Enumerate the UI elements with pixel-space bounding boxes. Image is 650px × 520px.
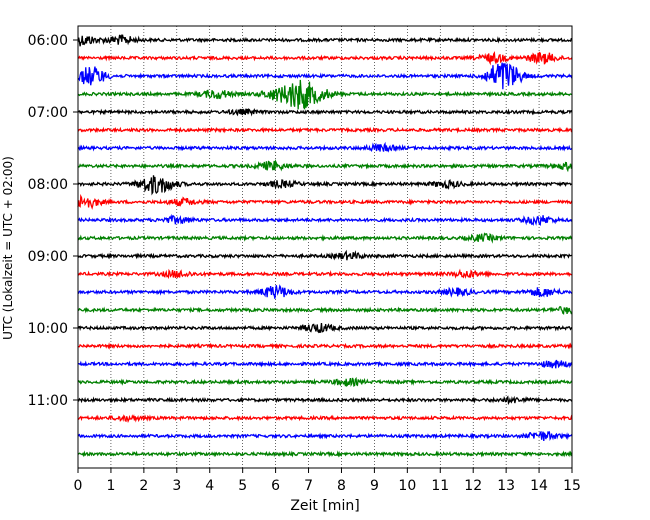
trace-0930 — [77, 284, 573, 299]
x-tick-label: 6 — [271, 478, 280, 494]
trace-1145 — [77, 450, 573, 458]
y-axis-ticks: 06:00 07:00 08:00 09:00 10:00 11:00 — [28, 33, 78, 409]
trace-1030 — [77, 359, 573, 369]
trace-0800 — [77, 175, 573, 196]
trace-1000 — [77, 322, 573, 334]
trace-0815 — [77, 193, 573, 210]
x-tick-label: 8 — [337, 478, 346, 494]
x-tick-label: 3 — [172, 478, 181, 494]
y-tick-label: 11:00 — [28, 393, 68, 409]
y-tick-label: 06:00 — [28, 33, 68, 49]
x-tick-label: 11 — [431, 478, 449, 494]
x-tick-label: 2 — [139, 478, 148, 494]
trace-0945 — [77, 305, 573, 315]
y-tick-label: 10:00 — [28, 321, 68, 337]
x-tick-label: 1 — [106, 478, 115, 494]
y-tick-label: 09:00 — [28, 249, 68, 265]
trace-0915 — [77, 268, 573, 280]
trace-1045 — [77, 376, 573, 388]
x-tick-label: 12 — [464, 478, 482, 494]
x-tick-label: 5 — [238, 478, 247, 494]
x-tick-label: 10 — [398, 478, 416, 494]
y-tick-label: 08:00 — [28, 177, 68, 193]
x-tick-label: 9 — [370, 478, 379, 494]
trace-1115 — [77, 414, 573, 423]
trace-0630 — [77, 62, 573, 90]
plot-frame — [77, 25, 573, 469]
x-tick-label: 4 — [205, 478, 214, 494]
trace-0900 — [77, 249, 573, 261]
trace-0830 — [77, 213, 573, 226]
x-tick-label: 14 — [530, 478, 548, 494]
x-axis-label: Zeit [min] — [290, 498, 359, 514]
x-axis-ticks: 0 1 2 3 4 5 6 7 8 9 10 11 12 13 14 15 — [74, 468, 581, 494]
trace-0730 — [77, 141, 573, 153]
trace-1015 — [77, 342, 573, 350]
trace-1130 — [77, 430, 573, 442]
trace-0715 — [77, 126, 573, 134]
trace-0700 — [77, 107, 573, 117]
trace-0745 — [77, 158, 573, 173]
trace-0645 — [77, 79, 573, 110]
trace-0615 — [77, 51, 573, 66]
traces — [77, 33, 573, 458]
trace-0845 — [77, 232, 573, 244]
trace-0600 — [77, 33, 573, 47]
trace-1100 — [77, 395, 573, 406]
x-tick-label: 7 — [304, 478, 313, 494]
x-tick-label: 15 — [563, 478, 581, 494]
y-tick-label: 07:00 — [28, 105, 68, 121]
y-axis-label: UTC (Lokalzeit = UTC + 02:00) — [1, 156, 15, 340]
x-tick-label: 0 — [74, 478, 83, 494]
x-tick-label: 13 — [497, 478, 515, 494]
